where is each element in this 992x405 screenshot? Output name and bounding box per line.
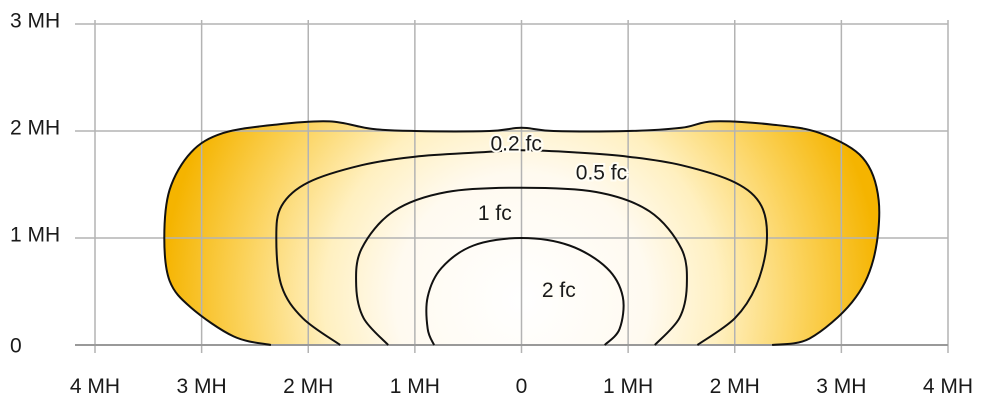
x-tick-label: 0 <box>516 375 528 398</box>
x-tick-label: 3 MH <box>177 375 227 398</box>
x-tick-label: 4 MH <box>70 375 120 398</box>
x-tick-label: 1 MH <box>603 375 653 398</box>
contour-line <box>425 237 625 346</box>
y-tick-label: 0 <box>10 335 22 358</box>
x-tick-label: 1 MH <box>390 375 440 398</box>
label-layer: 0.2 fc 0.5 fc 1 fc 2 fc 4 MH 3 MH 2 MH 1 MH 0 1 M… <box>10 10 973 398</box>
y-tick-label: 3 MH <box>10 10 60 33</box>
y-tick-label: 2 MH <box>10 117 60 140</box>
y-tick-label: 1 MH <box>10 224 60 247</box>
x-tick-label: 2 MH <box>710 375 760 398</box>
x-tick-label: 2 MH <box>283 375 333 398</box>
contour-line <box>355 186 688 346</box>
contour-label: 2 fc <box>542 279 576 302</box>
contour-layer <box>163 120 881 346</box>
grid-layer <box>75 20 949 353</box>
contour-label: 0.5 fc <box>576 161 627 184</box>
contour-label: 1 fc <box>478 202 512 225</box>
x-tick-label: 3 MH <box>816 375 866 398</box>
contour-line <box>275 149 768 346</box>
contour-line <box>163 120 881 346</box>
x-tick-label: 4 MH <box>923 375 973 398</box>
contour-label: 0.2 fc <box>490 132 541 155</box>
